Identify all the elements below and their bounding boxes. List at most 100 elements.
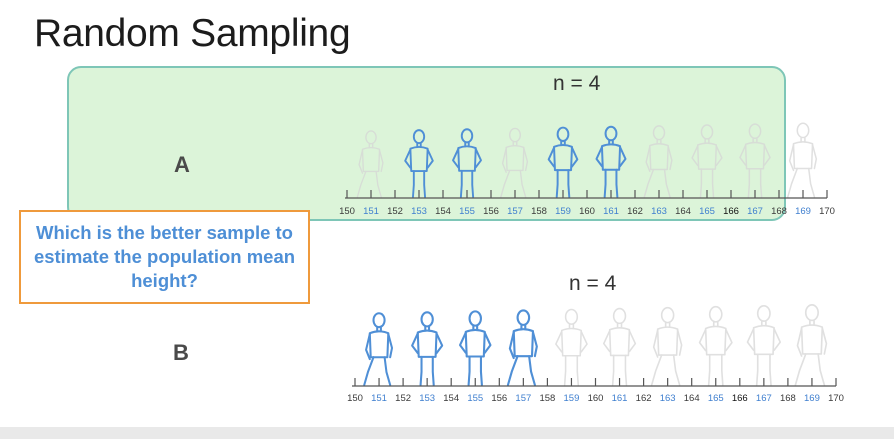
population-person-icon <box>794 304 828 386</box>
population-person-icon <box>602 307 637 386</box>
sample-a-n-label: n = 4 <box>553 72 601 95</box>
figure-legs <box>787 167 816 198</box>
figure-torso <box>368 330 390 359</box>
figure-head <box>604 125 618 142</box>
tick-label: 165 <box>708 393 724 404</box>
figure-head <box>660 306 675 324</box>
tick-label: 163 <box>660 393 676 404</box>
figure-head <box>365 130 377 145</box>
figure-torso <box>696 142 718 170</box>
tick-label: 160 <box>579 206 595 217</box>
figure-torso <box>553 144 573 172</box>
figure-arms <box>746 327 782 352</box>
tick-label: 164 <box>675 206 691 217</box>
figure-head <box>612 307 627 325</box>
tick-label: 150 <box>339 206 355 217</box>
tick-label: 162 <box>636 393 652 404</box>
population-person-icon <box>555 308 588 386</box>
tick-label: 164 <box>684 393 700 404</box>
tick-label: 156 <box>483 206 499 217</box>
tick-label: 152 <box>395 393 411 404</box>
tick-label: 163 <box>651 206 667 217</box>
figure-torso <box>409 146 429 173</box>
figure-arms <box>645 145 673 173</box>
figure-legs <box>755 353 772 386</box>
figure-torso <box>744 141 766 170</box>
tick-label: 151 <box>371 393 387 404</box>
tick-label: 159 <box>555 206 571 217</box>
selected-person-icon <box>506 309 538 387</box>
population-person-icon <box>643 125 673 198</box>
figure-torso <box>656 326 679 356</box>
figure-head <box>708 305 723 323</box>
figure-legs <box>650 354 681 386</box>
figure-head <box>516 309 531 326</box>
figure-head <box>564 308 579 325</box>
tick-label: 166 <box>723 206 739 217</box>
sample-a-number-line: 150 151 152 153 154 155 156 157 158 159 160 161 162 1… <box>339 122 835 217</box>
figure-legs <box>699 168 715 198</box>
figure-legs <box>412 170 426 198</box>
tick-label: 159 <box>564 393 580 404</box>
figure-legs <box>459 169 475 198</box>
tick-label: 151 <box>363 206 379 217</box>
population-person-icon <box>746 304 782 386</box>
selected-person-icon <box>452 128 482 198</box>
figure-head <box>468 310 482 327</box>
selected-person-icon <box>595 125 627 198</box>
figure-torso <box>608 327 631 357</box>
sample-b-label: B <box>173 340 189 365</box>
tick-label: 155 <box>459 206 475 217</box>
sample-b-n-label: n = 4 <box>569 272 617 295</box>
figure-torso <box>457 145 477 172</box>
tick-label: 162 <box>627 206 643 217</box>
figure-arms <box>691 145 723 167</box>
population-person-icon <box>739 123 771 198</box>
figure-head <box>420 311 434 328</box>
bottom-bar <box>0 427 894 439</box>
figure-arms <box>547 146 579 168</box>
figure-legs <box>747 168 763 198</box>
figure-arms <box>739 144 771 166</box>
tick-label: 153 <box>419 393 435 404</box>
figure-legs <box>555 169 571 198</box>
figure-head <box>412 129 426 145</box>
figure-torso <box>416 329 438 358</box>
selected-person-icon <box>411 311 444 387</box>
figure-arms <box>508 331 538 360</box>
tick-label: 156 <box>491 393 507 404</box>
figure-arms <box>788 143 818 172</box>
sample-a-label: A <box>174 152 190 177</box>
tick-label: 154 <box>443 393 459 404</box>
tick-label: 153 <box>411 206 427 217</box>
figure-torso <box>704 325 727 356</box>
tick-label: 158 <box>531 206 547 217</box>
figure-legs <box>563 355 580 386</box>
figure-head <box>748 123 762 139</box>
population-person-icon <box>787 122 818 198</box>
tick-label: 168 <box>780 393 796 404</box>
figure-arms <box>602 329 637 353</box>
figure-arms <box>555 330 588 353</box>
population-person-icon <box>698 305 733 386</box>
figure-arms <box>452 147 482 169</box>
figure-arms <box>411 332 444 355</box>
figure-arms <box>365 333 394 361</box>
slide-title: Random Sampling <box>34 12 351 55</box>
figure-head <box>652 125 666 141</box>
figure-arms <box>652 329 683 358</box>
figure-head <box>556 126 570 142</box>
population-person-icon <box>691 124 723 198</box>
figure-arms <box>404 148 434 169</box>
figure-legs <box>794 353 826 386</box>
sample-a-highlight <box>67 66 786 221</box>
selected-person-icon <box>363 312 394 387</box>
sample-b-number-line: 150 151 152 153 154 155 156 157 158 159 160 161 162 1… <box>347 304 844 404</box>
tick-label: 167 <box>747 206 763 217</box>
figure-legs <box>419 355 435 387</box>
figure-arms <box>595 146 627 168</box>
figure-legs <box>363 356 392 387</box>
figure-torso <box>361 146 381 173</box>
figure-legs <box>643 168 671 198</box>
